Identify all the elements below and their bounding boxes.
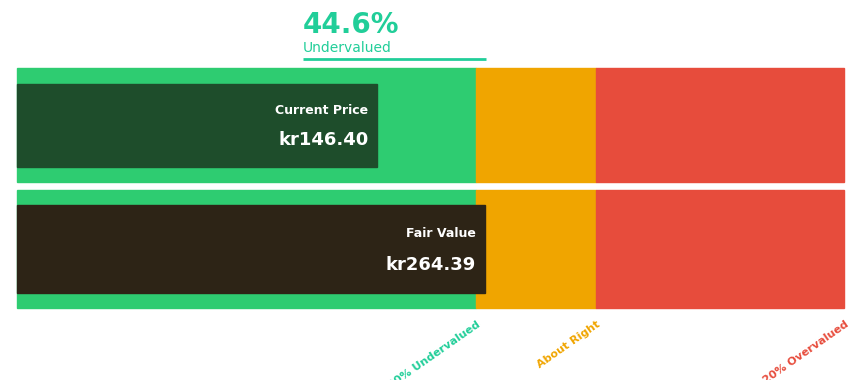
Bar xyxy=(17,84,377,167)
Text: About Right: About Right xyxy=(535,319,602,370)
Text: 20% Undervalued: 20% Undervalued xyxy=(386,319,481,380)
Bar xyxy=(475,190,596,308)
Bar xyxy=(596,190,843,308)
Text: Current Price: Current Price xyxy=(275,104,368,117)
Text: Undervalued: Undervalued xyxy=(302,41,391,54)
Bar xyxy=(17,205,484,293)
Text: 44.6%: 44.6% xyxy=(302,11,399,39)
Text: Fair Value: Fair Value xyxy=(406,226,475,240)
Bar xyxy=(17,68,475,182)
Text: kr146.40: kr146.40 xyxy=(278,131,368,149)
Bar xyxy=(17,190,475,308)
Bar xyxy=(596,68,843,182)
Text: kr264.39: kr264.39 xyxy=(385,256,475,274)
Bar xyxy=(475,68,596,182)
Text: 20% Overvalued: 20% Overvalued xyxy=(760,319,849,380)
